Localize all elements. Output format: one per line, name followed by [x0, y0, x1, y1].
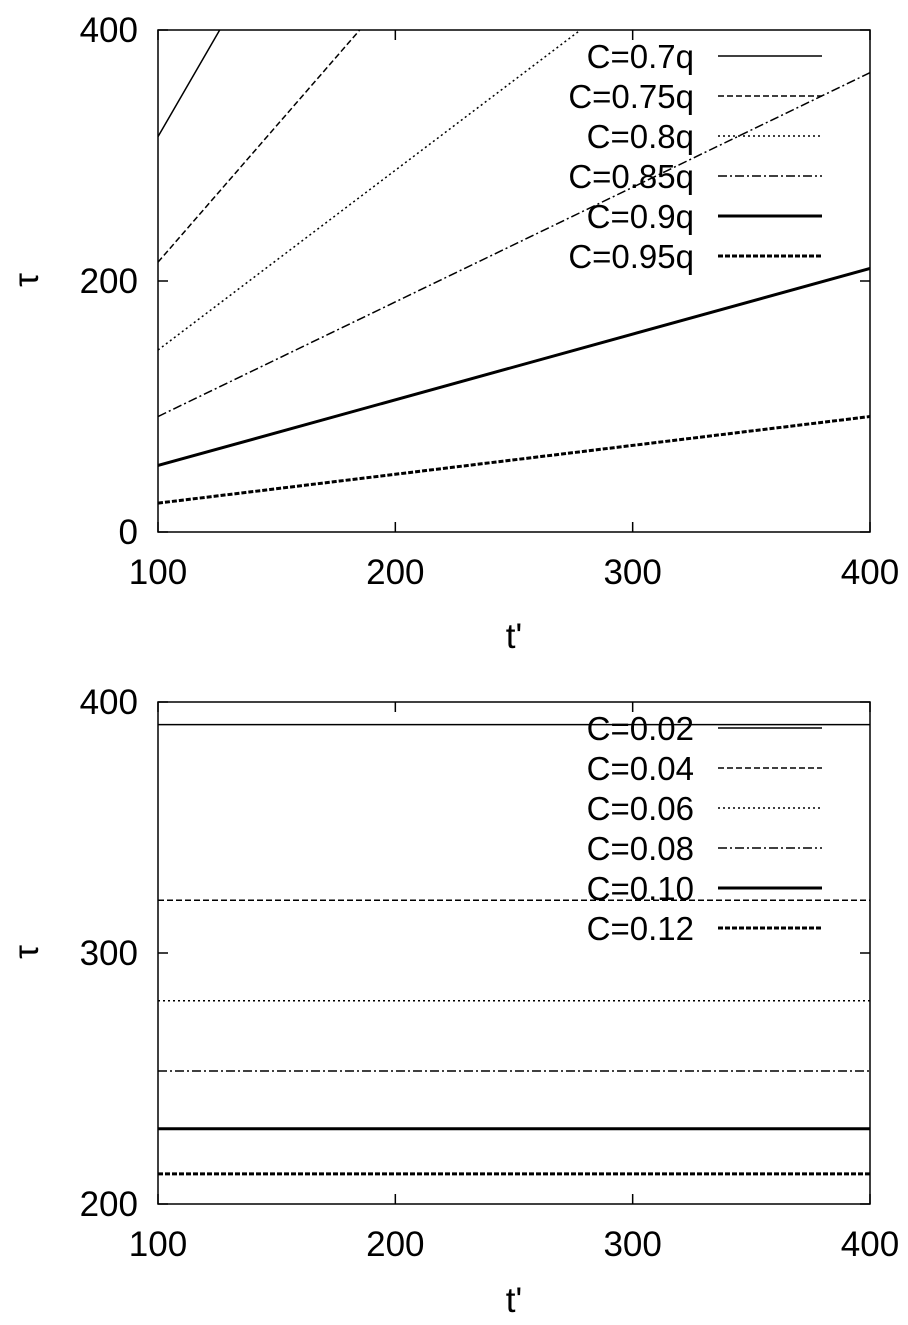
chart-panel-2: 100 200 300 400200300400t'τC=0.02C=0.04C=0.… — [7, 683, 899, 1320]
x-tick-label: 300 — [603, 1225, 661, 1264]
x-tick-label: 100 — [129, 553, 187, 592]
y-tick-label: 400 — [80, 11, 138, 50]
x-tick-label: 300 — [603, 553, 661, 592]
series-line-6 — [158, 415, 870, 505]
series-line-2 — [158, 30, 361, 263]
legend-label: C=0.08 — [587, 830, 694, 867]
x-tick-label: 100 — [129, 1225, 187, 1264]
series-line-5 — [158, 267, 870, 467]
series-line-3 — [158, 30, 581, 351]
legend-label: C=0.75q — [568, 78, 694, 115]
legend-label: C=0.06 — [587, 790, 694, 827]
legend-label: C=0.95q — [568, 238, 694, 275]
legend-label: C=0.12 — [587, 910, 694, 947]
x-tick-label: 400 — [841, 1225, 899, 1264]
x-tick-label: 200 — [366, 553, 424, 592]
y-tick-label: 0 — [119, 513, 138, 552]
legend: C=0.02C=0.04C=0.06C=0.08C=0.10C=0.12 — [587, 710, 822, 947]
legend-label: C=0.02 — [587, 710, 694, 747]
x-axis-label: t' — [506, 1281, 522, 1320]
plot-frame — [157, 29, 871, 533]
series-line-1 — [158, 30, 221, 138]
y-tick-label: 300 — [80, 934, 138, 973]
series-line-4 — [158, 71, 870, 418]
y-axis-label: τ — [7, 945, 46, 959]
legend-label: C=0.85q — [568, 158, 694, 195]
series-group — [158, 723, 870, 1176]
x-axis-label: t' — [506, 617, 522, 656]
series-group — [158, 30, 870, 505]
y-tick-label: 200 — [80, 262, 138, 301]
legend-label: C=0.8q — [587, 118, 694, 155]
x-tick-label: 400 — [841, 553, 899, 592]
legend-label: C=0.9q — [587, 198, 694, 235]
legend-label: C=0.04 — [587, 750, 694, 787]
y-tick-label: 400 — [80, 683, 138, 722]
x-tick-label: 200 — [366, 1225, 424, 1264]
legend-label: C=0.10 — [587, 870, 694, 907]
chart-panel-1: 100 200 300 4000200400t'τC=0.7qC=0.75qC=0.8… — [7, 11, 899, 656]
y-tick-label: 200 — [80, 1185, 138, 1224]
legend-label: C=0.7q — [587, 38, 694, 75]
y-axis-label: τ — [7, 273, 46, 287]
